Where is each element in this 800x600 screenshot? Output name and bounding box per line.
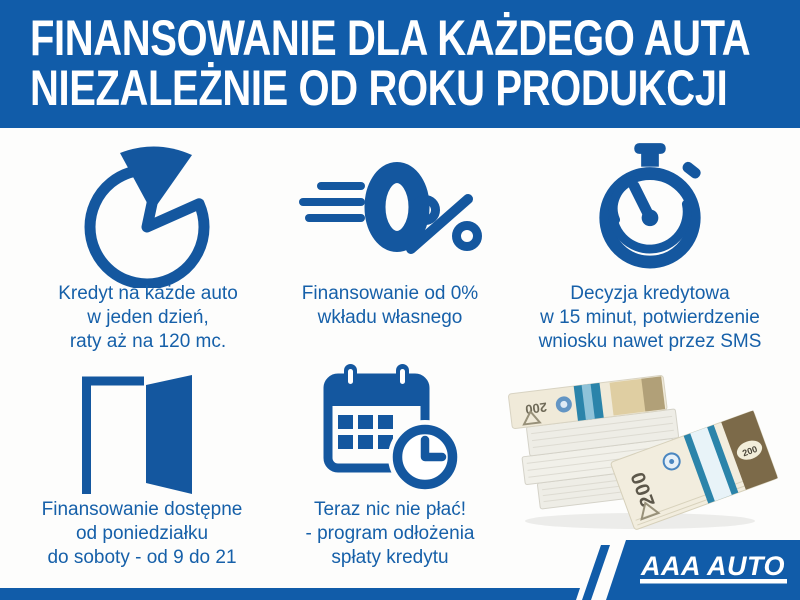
logo-strip-segment	[570, 588, 580, 600]
icon-box	[272, 140, 508, 282]
icon-box	[268, 362, 512, 498]
logo-banner	[606, 540, 800, 600]
header-title-line1: FINANSOWANIE DLA KAŻDEGO AUTA	[30, 10, 751, 66]
logo-slash-stripe	[582, 545, 610, 600]
feature-caption: Kredyt na każde auto w jeden dzień, raty…	[58, 283, 238, 352]
header-title-line2: NIEZALEŻNIE OD ROKU PRODUKCJI	[30, 60, 728, 116]
stopwatch-icon	[599, 143, 701, 269]
feature-caption: Finansowanie od 0% wkładu własnego	[301, 283, 479, 328]
feature-deferred-payment: Teraz nic nie płać! - program odłożenia …	[268, 362, 512, 570]
aaa-auto-logo: AAA AUTO	[570, 540, 800, 600]
feature-caption: Decyzja kredytowa w 15 minut, potwierdze…	[538, 283, 762, 352]
feature-fast-decision: Decyzja kredytowa w 15 minut, potwierdze…	[512, 140, 788, 354]
banknote-value-label: 200	[741, 444, 759, 459]
zero-percent-icon	[299, 162, 482, 254]
logo-underline	[640, 579, 787, 584]
feature-opening-hours: Finansowanie dostępne od poniedziałku do…	[14, 362, 270, 570]
feature-zero-percent: Finansowanie od 0% wkładu własnego	[272, 140, 508, 330]
icon-box	[512, 140, 788, 282]
banknote-stacks-image: 200 200 200	[500, 358, 780, 533]
pie-chart-icon	[84, 146, 209, 288]
banknote-stacks-graphic: 200 200 200	[508, 374, 778, 530]
header-banner: FINANSOWANIE DLA KAŻDEGO AUTA NIEZALEŻNI…	[0, 0, 800, 128]
calendar-clock-icon	[323, 364, 460, 494]
bottom-strip	[0, 588, 570, 600]
open-door-icon	[81, 375, 192, 494]
feature-credit-every-car: Kredyt na każde auto w jeden dzień, raty…	[22, 140, 274, 354]
icon-box	[22, 140, 274, 288]
icon-box	[14, 362, 270, 498]
logo-text: AAA AUTO	[640, 551, 785, 581]
feature-caption: Finansowanie dostępne od poniedziałku do…	[41, 499, 243, 568]
feature-caption: Teraz nic nie płać! - program odłożenia …	[305, 499, 475, 568]
